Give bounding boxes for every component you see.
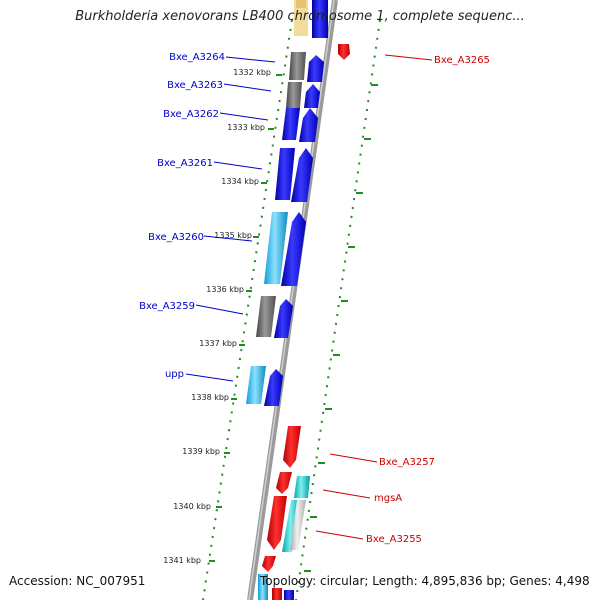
chromosome-backbone: [247, 0, 338, 601]
gene-bar-Bxe_A3263-gray: [286, 82, 302, 108]
gene-bar-bottom-red2: [272, 588, 282, 600]
right-leader-lines: [315, 54, 433, 540]
topology-label: Topology: circular; Length: 4,895,836 bp…: [260, 574, 590, 588]
gene-label-Bxe_A3257[interactable]: Bxe_A3257: [379, 457, 435, 468]
gene-bar-upp-cyan: [246, 366, 266, 404]
accession-label: Accession: NC_007951: [9, 574, 146, 588]
gene-label-Bxe_A3263[interactable]: Bxe_A3263: [167, 80, 223, 91]
gene-label-upp[interactable]: upp: [165, 369, 184, 380]
gene-label-Bxe_A3264[interactable]: Bxe_A3264: [169, 52, 225, 63]
gene-bar-Bxe_A3263-blue: [304, 84, 320, 108]
gene-bar-Bxe_A3262-blue2: [299, 108, 318, 142]
kbp-label: 1336 kbp: [206, 285, 244, 294]
kbp-label: 1341 kbp: [163, 556, 201, 565]
gene-label-Bxe_A3265[interactable]: Bxe_A3265: [434, 55, 490, 66]
gene-bar-Bxe_A3260-blue: [281, 212, 306, 286]
gene-bar-top-pale: [296, 0, 306, 8]
gene-label-Bxe_A3260[interactable]: Bxe_A3260: [148, 232, 204, 243]
gene-bar-Bxe_A3259-blue: [274, 299, 293, 338]
kbp-label: 1333 kbp: [227, 123, 265, 132]
kbp-label: 1340 kbp: [173, 502, 211, 511]
kbp-ticks: [209, 74, 282, 562]
gene-bar-upp-blue: [264, 369, 283, 406]
gene-label-Bxe_A3261[interactable]: Bxe_A3261: [157, 158, 213, 169]
gene-bar-mgsA-teal: [294, 476, 310, 498]
page-title: Burkholderia xenovorans LB400 chromosome…: [75, 9, 525, 24]
gene-bar-Bxe_A3262-blue1: [282, 108, 300, 140]
gene-bar-Bxe_A3265: [338, 44, 350, 60]
gene-label-mgsA[interactable]: mgsA: [374, 493, 402, 504]
gene-bar-top-tan: [294, 0, 308, 36]
gene-bar-Bxe_A3264-gray: [289, 52, 306, 80]
kbp-label: 1332 kbp: [233, 68, 271, 77]
gene-bar-Bxe_A3261-blue1: [275, 148, 295, 200]
gene-bar-Bxe_A3257: [283, 426, 301, 468]
gene-bar-Bxe_A3264-blue: [307, 55, 324, 82]
gene-label-Bxe_A3262[interactable]: Bxe_A3262: [163, 109, 219, 120]
right-guide-ticks: [304, 84, 378, 572]
kbp-label: 1337 kbp: [199, 339, 237, 348]
gene-bar-Bxe_A3255-light: [290, 500, 306, 550]
kbp-labels: 1332 kbp 1333 kbp 1334 kbp 1335 kbp 1336…: [163, 68, 271, 565]
gene-bar-top-blue: [312, 0, 328, 38]
gene-bar-Bxe_A3259-gray: [256, 296, 276, 337]
gene-label-Bxe_A3255[interactable]: Bxe_A3255: [366, 534, 422, 545]
kbp-label: 1335 kbp: [214, 231, 252, 240]
gene-bar-Bxe_A3256-red: [267, 496, 287, 550]
gene-bar-Bxe_A3260-cyan: [264, 212, 288, 284]
gene-bar-mgsA-red: [276, 472, 292, 494]
gene-bar-bottom-cyan: [258, 574, 268, 600]
kbp-label: 1339 kbp: [182, 447, 220, 456]
gene-bar-bottom-blue: [284, 590, 294, 600]
gene-bar-Bxe_A3261-blue2: [291, 148, 313, 202]
chromosome-backbone-highlight: [248, 0, 335, 601]
gene-bar-bottom-red: [262, 556, 276, 572]
gene-label-Bxe_A3259[interactable]: Bxe_A3259: [139, 301, 195, 312]
kbp-label: 1334 kbp: [221, 177, 259, 186]
left-leader-lines: [185, 56, 276, 382]
kbp-label: 1338 kbp: [191, 393, 229, 402]
